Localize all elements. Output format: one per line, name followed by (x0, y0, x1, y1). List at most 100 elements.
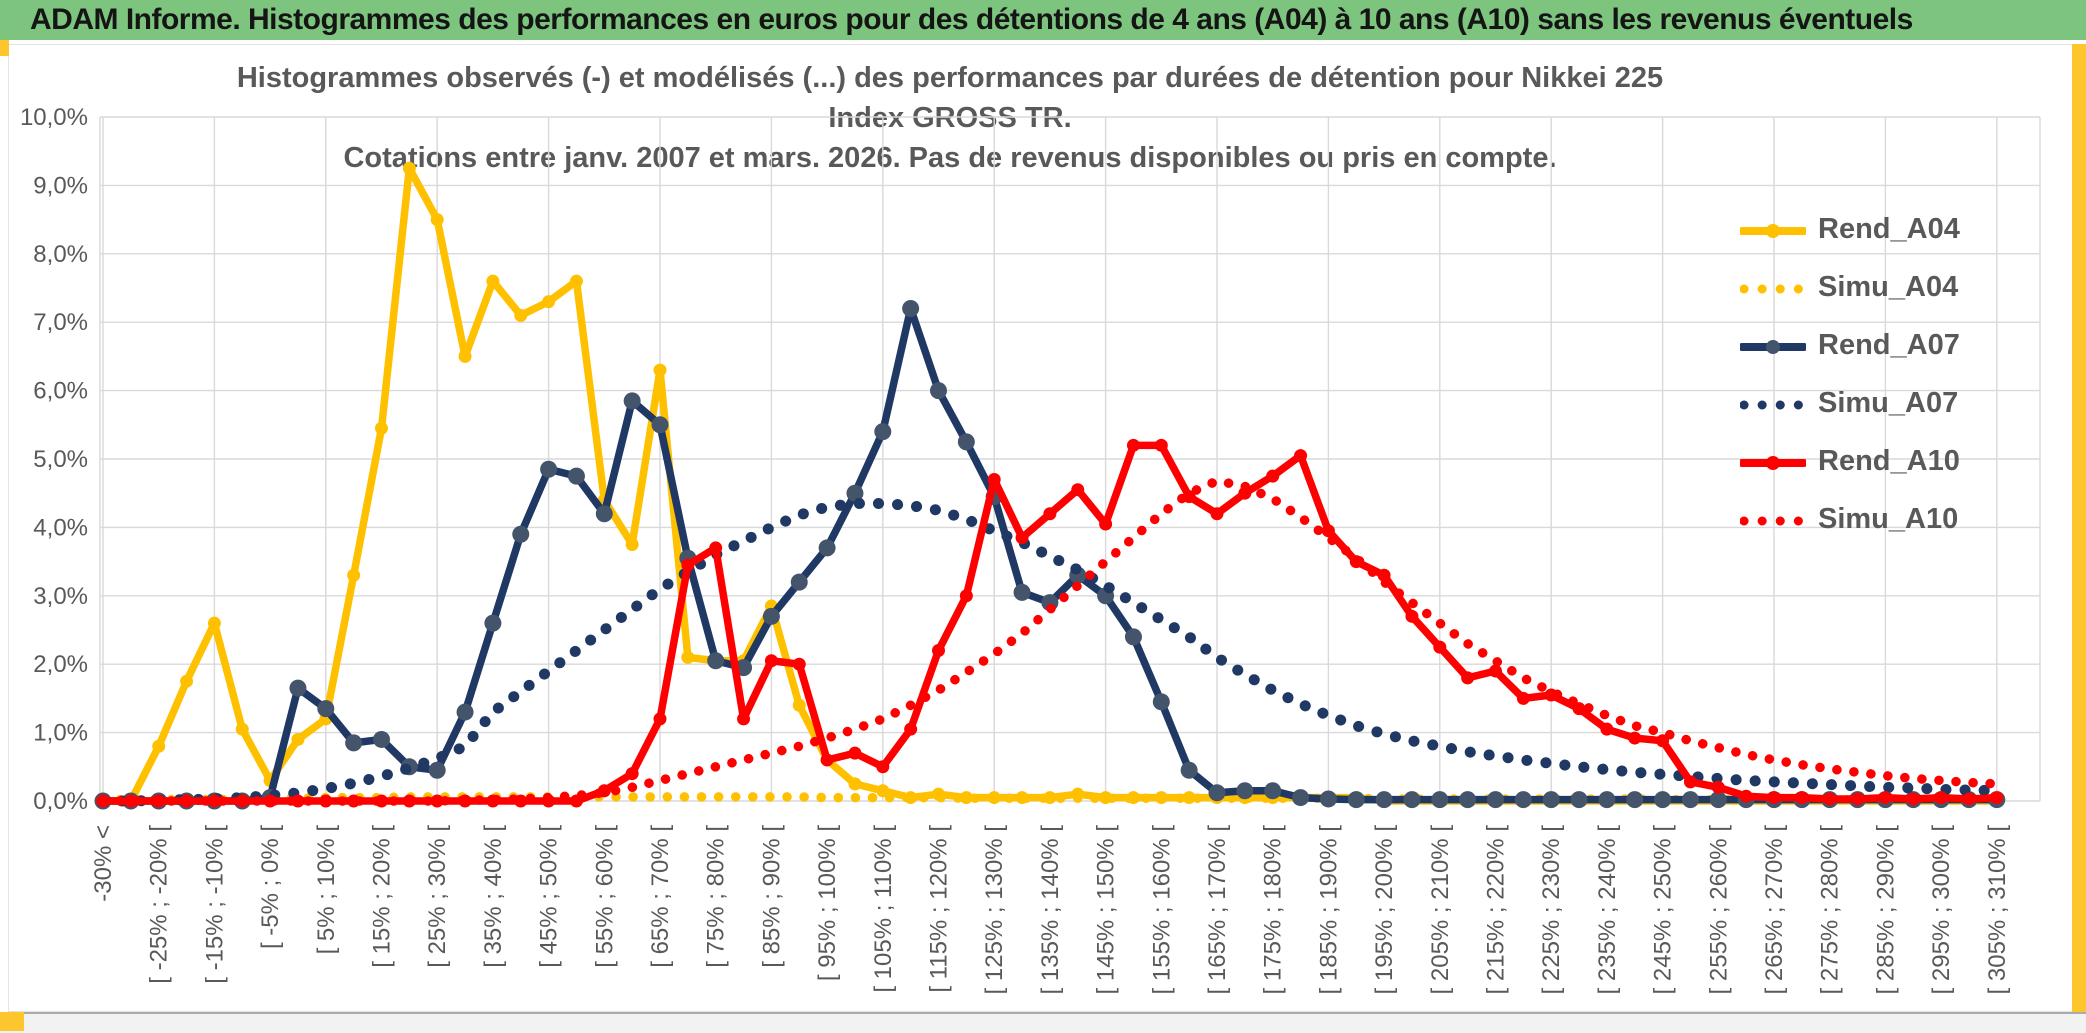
series-marker-Rend_A07 (317, 700, 335, 718)
y-axis-tick-label: 8,0% (33, 241, 88, 268)
series-marker-Rend_A07 (345, 734, 363, 752)
series-marker-Rend_A04 (848, 777, 862, 791)
series-marker-Rend_A04 (653, 363, 667, 377)
chart-title-line2: Cotations entre janv. 2007 et mars. 2026… (343, 142, 1557, 174)
gold-accent-bottom-left (0, 1012, 24, 1031)
series-dotted-Simu_A07[interactable] (97, 497, 2003, 807)
x-axis-tick-label: [ 95% ; 100% [ (814, 825, 841, 981)
y-axis-tick-label: 10,0% (20, 104, 88, 131)
y-axis-tick-label: 5,0% (33, 446, 88, 473)
series-line-Rend_A04[interactable] (99, 164, 2001, 805)
series-marker-Rend_A10 (1795, 791, 1809, 805)
x-axis-tick-label: [ 85% ; 90% [ (758, 825, 785, 968)
x-axis-tick-label: [ 205% ; 210% [ (1427, 825, 1454, 995)
x-axis-tick-label: [ 185% ; 190% [ (1315, 825, 1342, 995)
series-marker-Rend_A10 (1934, 791, 1948, 805)
legend-label: Simu_A10 (1818, 502, 1959, 535)
series-marker-Rend_A10 (1321, 524, 1335, 538)
series-marker-Rend_A07 (818, 539, 836, 557)
x-axis-tick-label: [ 45% ; 50% [ (536, 825, 563, 968)
y-axis-tick-label: 7,0% (33, 309, 88, 336)
x-axis-tick-label: [ 285% ; 290% [ (1872, 825, 1899, 995)
series-marker-Rend_A04 (235, 722, 249, 736)
series-marker-Rend_A07 (540, 460, 558, 478)
series-marker-Rend_A04 (876, 784, 890, 798)
series-marker-Rend_A07 (428, 761, 446, 779)
x-axis-tick-label: [ 55% ; 60% [ (591, 825, 618, 968)
chart-legend: Rend_A04 Simu_A04 Rend_A07 Simu_A07 Rend_A10… (1740, 200, 2040, 548)
x-axis-tick-label: [ 5% ; 10% [ (313, 825, 340, 955)
legend-sample-line-icon (1740, 454, 1806, 470)
chart-title: Histogrammes observés (-) et modélisés (… (200, 58, 1700, 178)
series-marker-Rend_A07 (1236, 782, 1254, 800)
series-marker-Rend_A10 (207, 794, 221, 808)
series-dotted-Simu_A10[interactable] (98, 476, 2002, 806)
series-marker-Rend_A07 (1431, 791, 1449, 809)
legend-sample-line-icon (1740, 222, 1806, 238)
series-marker-Rend_A10 (1711, 780, 1725, 794)
series-marker-Rend_A10 (764, 654, 778, 668)
series-marker-Rend_A10 (1489, 664, 1502, 678)
x-axis-tick-label: [ 15% ; 20% [ (369, 825, 396, 968)
series-marker-Rend_A04 (625, 538, 639, 551)
legend-item-Simu_A10[interactable]: Simu_A10 (1740, 490, 2040, 548)
series-marker-Rend_A07 (1654, 791, 1672, 809)
series-marker-Rend_A04 (180, 674, 194, 688)
legend-item-Rend_A07[interactable]: Rend_A07 (1740, 316, 2040, 374)
series-marker-Rend_A10 (1962, 792, 1976, 806)
gold-accent-right-strip (2072, 44, 2086, 1013)
series-marker-Rend_A07 (874, 423, 892, 441)
series-marker-Rend_A07 (957, 433, 975, 451)
series-marker-Rend_A07 (1459, 791, 1477, 809)
x-axis-tick-label: [ 255% ; 260% [ (1705, 825, 1732, 995)
legend-sample-dots-icon (1740, 396, 1806, 410)
legend-item-Simu_A04[interactable]: Simu_A04 (1740, 258, 2040, 316)
series-marker-Rend_A04 (569, 274, 583, 288)
series-marker-Rend_A07 (846, 484, 864, 502)
series-marker-Rend_A07 (456, 703, 474, 721)
legend-item-Rend_A10[interactable]: Rend_A10 (1740, 432, 2040, 490)
series-marker-Rend_A04 (458, 349, 472, 363)
series-marker-Rend_A10 (1516, 691, 1530, 705)
series-marker-Rend_A04 (959, 791, 973, 805)
series-marker-Rend_A10 (1878, 791, 1892, 805)
legend-label: Simu_A07 (1818, 386, 1959, 419)
x-axis-tick-label: [ 135% ; 140% [ (1037, 825, 1064, 995)
series-marker-Rend_A10 (1015, 531, 1029, 545)
series-marker-Rend_A10 (987, 473, 1001, 487)
series-marker-Rend_A07 (1542, 791, 1560, 809)
legend-label: Rend_A04 (1818, 212, 1960, 245)
x-axis-tick-label: [ -5% ; 0% [ (257, 825, 284, 949)
legend-label: Rend_A10 (1818, 444, 1960, 477)
y-axis-tick-label: 9,0% (33, 172, 88, 199)
x-axis-tick-label: [ 155% ; 160% [ (1148, 825, 1175, 995)
series-marker-Rend_A07 (1208, 784, 1226, 802)
legend-item-Simu_A07[interactable]: Simu_A07 (1740, 374, 2040, 432)
series-marker-Rend_A10 (1266, 469, 1280, 483)
series-marker-Rend_A07 (1487, 791, 1504, 809)
legend-item-Rend_A04[interactable]: Rend_A04 (1740, 200, 2040, 258)
series-marker-Rend_A07 (1347, 791, 1365, 809)
series-marker-Rend_A10 (1656, 734, 1670, 748)
series-marker-Rend_A10 (1071, 483, 1085, 497)
y-axis-tick-label: 3,0% (33, 583, 88, 610)
x-axis-tick-label: [ 35% ; 40% [ (480, 825, 507, 968)
series-marker-Rend_A10 (1572, 702, 1586, 716)
series-marker-Rend_A07 (623, 392, 641, 410)
series-marker-Rend_A10 (1767, 791, 1781, 805)
series-marker-Rend_A10 (1906, 792, 1920, 806)
x-axis-tick-label: [ 115% ; 120% [ (926, 825, 953, 993)
x-axis-tick-label: [ 195% ; 200% [ (1371, 825, 1398, 995)
series-marker-Rend_A04 (486, 274, 500, 288)
series-marker-Rend_A10 (1851, 792, 1865, 806)
series-marker-Rend_A10 (291, 794, 305, 808)
series-marker-Rend_A10 (1405, 609, 1419, 623)
legend-sample-line-icon (1740, 338, 1806, 354)
series-marker-Rend_A10 (1739, 789, 1753, 803)
series-marker-Rend_A10 (820, 753, 834, 767)
series-marker-Rend_A10 (1823, 792, 1837, 806)
legend-label: Rend_A07 (1818, 328, 1960, 361)
series-marker-Rend_A10 (1990, 791, 2004, 805)
